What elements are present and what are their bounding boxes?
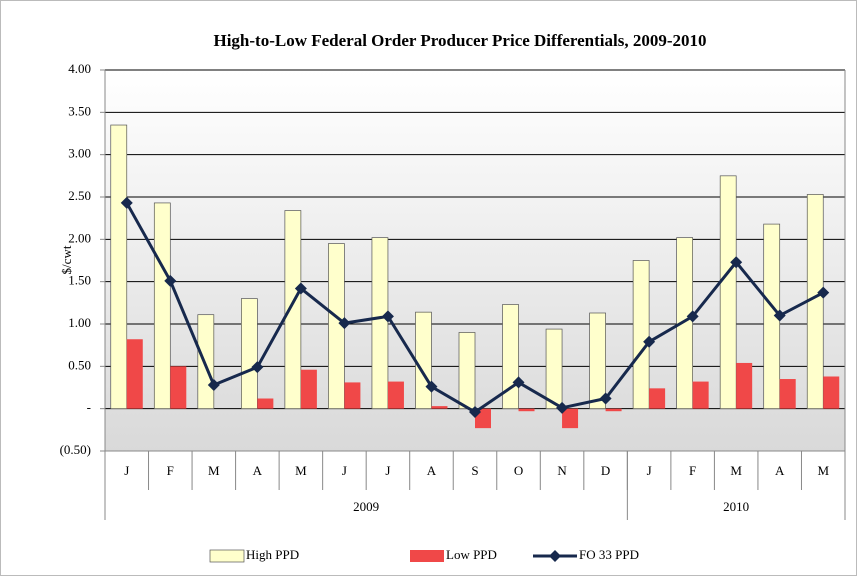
line-marker: [773, 309, 786, 322]
legend-marker: [549, 550, 561, 562]
x-tick-label: A: [427, 463, 437, 478]
bar: [676, 237, 693, 410]
x-tick-label: F: [689, 463, 696, 478]
bar: [300, 369, 317, 409]
y-tick-label: (0.50): [60, 442, 91, 457]
line-marker: [207, 378, 220, 391]
x-tick-label: N: [557, 463, 567, 478]
bar: [371, 237, 389, 410]
y-tick-label: 2.00: [68, 230, 91, 245]
line-marker: [643, 335, 656, 348]
legend-swatch: [410, 550, 444, 562]
x-tick-label: O: [514, 463, 523, 478]
bar: [545, 328, 563, 410]
y-tick-label: 1.50: [68, 273, 91, 288]
bar: [562, 408, 579, 429]
bar: [197, 314, 215, 410]
line-marker: [730, 256, 743, 269]
bar: [779, 379, 796, 409]
bar: [692, 381, 709, 409]
bar: [344, 382, 361, 409]
legend-label: Low PPD: [446, 547, 497, 562]
y-tick-label: 0.50: [68, 357, 91, 372]
x-group-label: 2010: [723, 499, 749, 514]
line-marker: [556, 401, 569, 414]
bar: [458, 332, 476, 410]
y-tick-label: 3.00: [68, 146, 91, 161]
x-tick-label: J: [342, 463, 347, 478]
line-marker: [469, 406, 481, 419]
y-tick-label: 2.50: [68, 188, 91, 203]
bar: [589, 312, 606, 410]
y-tick-label: 4.00: [68, 61, 91, 76]
x-tick-label: M: [817, 463, 829, 478]
bar: [415, 311, 432, 410]
bar: [284, 210, 302, 410]
x-tick-label: J: [385, 463, 390, 478]
line-marker: [120, 196, 133, 209]
bar: [110, 124, 128, 410]
x-tick-label: F: [167, 463, 174, 478]
line-marker: [381, 310, 394, 323]
bar: [126, 339, 143, 409]
legend-label: High PPD: [246, 547, 299, 562]
x-tick-label: M: [730, 463, 742, 478]
line-marker: [425, 380, 438, 393]
y-tick-label: 3.50: [68, 103, 91, 118]
chart-title: High-to-Low Federal Order Producer Price…: [213, 31, 706, 50]
bar: [605, 408, 622, 412]
bar: [719, 175, 737, 410]
line-marker: [599, 392, 612, 405]
line-marker: [164, 274, 177, 287]
legend-label: FO 33 PPD: [579, 547, 639, 562]
bar: [649, 388, 666, 409]
bar: [257, 398, 274, 409]
bar: [632, 260, 650, 410]
y-axis-label: $/cwt: [59, 245, 74, 274]
line-marker: [251, 361, 264, 374]
bar: [518, 408, 535, 412]
bar: [736, 362, 753, 409]
bar: [170, 366, 187, 409]
line-marker: [686, 310, 699, 323]
bar: [241, 298, 258, 410]
x-tick-label: A: [253, 463, 263, 478]
x-tick-label: J: [124, 463, 129, 478]
x-tick-label: J: [647, 463, 652, 478]
x-tick-label: S: [471, 463, 478, 478]
bar: [153, 202, 171, 410]
line-marker: [817, 286, 830, 299]
x-tick-label: M: [208, 463, 220, 478]
y-tick-label: -: [87, 400, 91, 415]
bar: [431, 406, 448, 409]
y-tick-label: 1.00: [68, 315, 91, 330]
line-marker: [338, 317, 351, 330]
x-tick-label: D: [601, 463, 610, 478]
x-tick-label: A: [775, 463, 785, 478]
x-group-label: 2009: [353, 499, 379, 514]
line-marker: [294, 282, 307, 295]
legend-swatch: [209, 549, 245, 563]
bar: [823, 376, 840, 409]
x-tick-label: M: [295, 463, 307, 478]
bar: [806, 194, 824, 410]
line-marker: [512, 376, 525, 389]
bar: [387, 381, 404, 409]
